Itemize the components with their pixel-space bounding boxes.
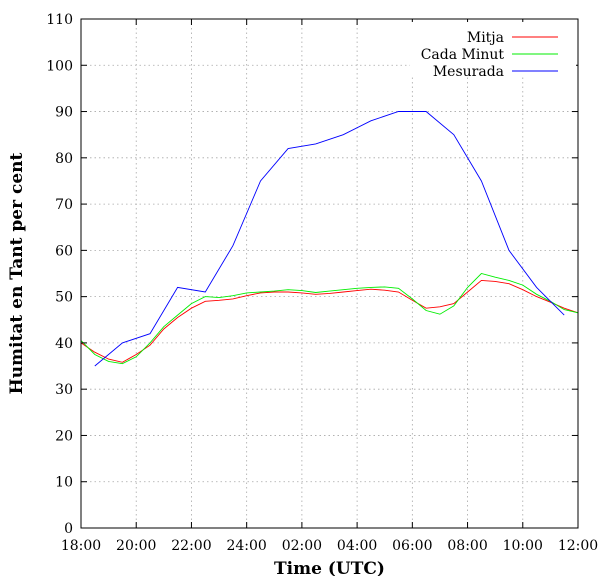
- series-lines: [80, 111, 579, 367]
- y-tick-label: 0: [64, 521, 73, 537]
- y-tick-label: 90: [55, 105, 73, 121]
- x-tick-label: 10:00: [503, 538, 543, 554]
- x-tick-label: 12:00: [558, 538, 598, 554]
- x-tick-label: 08:00: [447, 538, 487, 554]
- x-tick-label: 22:00: [171, 538, 211, 554]
- series-line-cada-minut: [80, 272, 579, 365]
- grid-lines: [81, 19, 578, 528]
- axis-ticks: 0 10 20 30 40 50 60 70 80 90 100 110 18:00 20:00 22:00…: [46, 12, 598, 554]
- x-tick-label: 02:00: [282, 538, 322, 554]
- x-tick-label: 20:00: [116, 538, 156, 554]
- x-tick-label: 24:00: [226, 538, 266, 554]
- y-tick-label: 100: [46, 58, 73, 74]
- y-tick-label: 60: [55, 243, 73, 259]
- plot-frame: [80, 18, 579, 529]
- y-tick-label: 80: [55, 151, 73, 167]
- series-line-mitja: [80, 279, 579, 363]
- x-axis-title: Time (UTC): [274, 559, 385, 576]
- x-tick-label: 04:00: [337, 538, 377, 554]
- y-tick-label: 30: [55, 382, 73, 398]
- y-tick-label: 20: [55, 428, 73, 444]
- y-tick-label: 110: [46, 12, 73, 28]
- y-tick-label: 70: [55, 197, 73, 213]
- legend-label: Cada Minut: [421, 47, 505, 63]
- y-axis-title: Humitat en Tant per cent: [7, 152, 27, 394]
- y-tick-label: 40: [55, 336, 73, 352]
- x-tick-label: 06:00: [392, 538, 432, 554]
- legend-label: Mesurada: [433, 64, 504, 80]
- legend-label: Mitja: [467, 30, 504, 46]
- y-tick-label: 50: [55, 290, 73, 306]
- legend-background: [410, 22, 576, 76]
- y-tick-label: 10: [55, 475, 73, 491]
- x-tick-label: 18:00: [61, 538, 101, 554]
- series-line-mesurada: [94, 111, 565, 367]
